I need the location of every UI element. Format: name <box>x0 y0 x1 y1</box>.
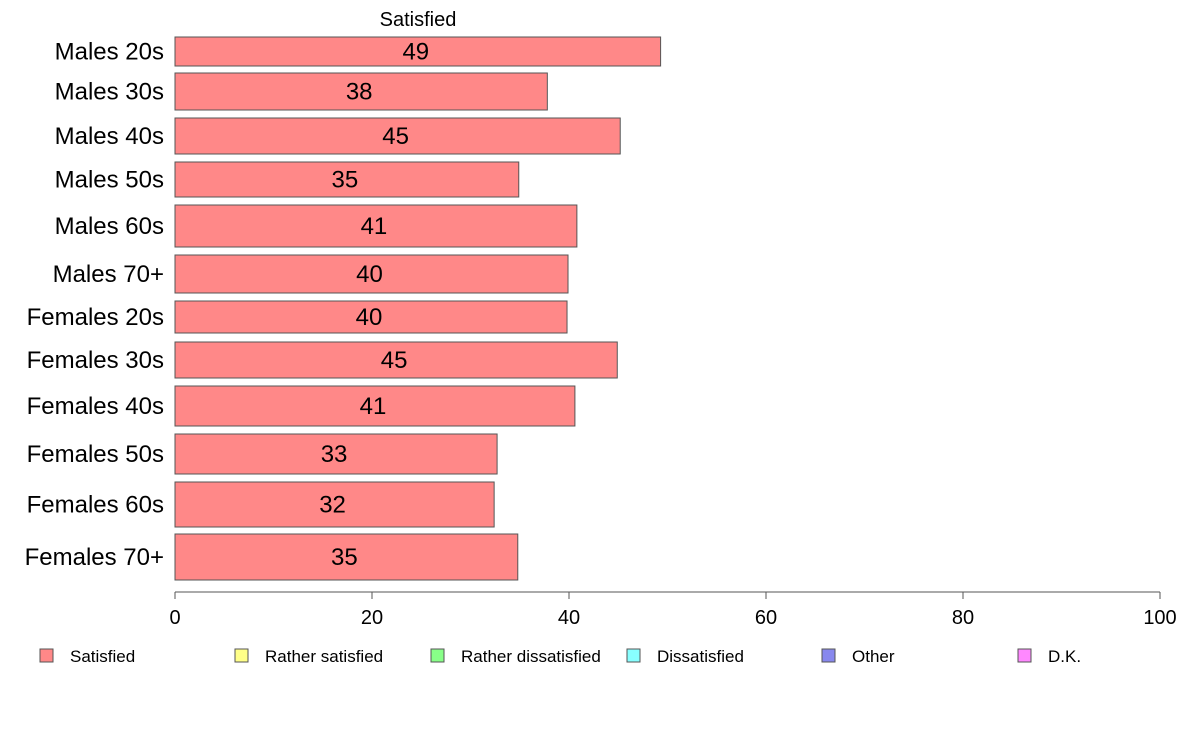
bar-value-label: 41 <box>361 213 388 240</box>
legend-label: Satisfied <box>70 647 135 666</box>
legend-swatch <box>430 648 445 663</box>
category-label: Males 20s <box>55 39 164 66</box>
bar <box>174 36 662 67</box>
category-label: Females 60s <box>27 492 164 519</box>
bar <box>174 117 621 155</box>
legend-label: Rather satisfied <box>265 647 383 666</box>
legend-swatch <box>821 648 836 663</box>
category-label: Females 30s <box>27 347 164 374</box>
bar <box>174 533 519 581</box>
x-tick-label: 60 <box>755 607 777 629</box>
category-label: Females 40s <box>27 393 164 420</box>
bar <box>174 72 548 111</box>
category-labels: Males 20s Males 30s Males 40s Males 50s Male… <box>25 39 164 572</box>
category-label: Females 20s <box>27 304 164 331</box>
bar-value-label: 40 <box>356 304 383 331</box>
category-label: Males 30s <box>55 79 164 106</box>
legend-swatch <box>626 648 641 663</box>
legend-label: Other <box>852 647 895 666</box>
bar-value-label: 41 <box>360 393 387 420</box>
category-label: Males 60s <box>55 213 164 240</box>
chart-title: Satisfied <box>380 9 457 31</box>
bar <box>174 300 568 334</box>
x-axis: 0 20 40 60 80 100 <box>169 591 1177 629</box>
bar <box>174 254 569 294</box>
bar <box>174 385 576 427</box>
category-label: Males 40s <box>55 123 164 150</box>
bar-value-label: 32 <box>319 492 346 519</box>
legend-label: D.K. <box>1048 647 1081 666</box>
legend-swatch <box>1017 648 1032 663</box>
bar-value-label: 45 <box>381 347 408 374</box>
bar-value-label: 33 <box>321 441 348 468</box>
bar <box>174 433 498 475</box>
bar-value-label: 40 <box>356 261 383 288</box>
legend: Satisfied Rather satisfied Rather dissatis… <box>39 647 1081 666</box>
x-tick-label: 0 <box>169 607 180 629</box>
bar <box>174 341 618 379</box>
bar-value-label: 35 <box>332 167 359 194</box>
x-tick-label: 100 <box>1143 607 1176 629</box>
legend-swatch <box>234 648 249 663</box>
bar-value-label: 35 <box>331 544 358 571</box>
legend-label: Dissatisfied <box>657 647 744 666</box>
category-label: Females 50s <box>27 441 164 468</box>
legend-swatch <box>39 648 54 663</box>
bar <box>174 204 578 248</box>
category-label: Males 70+ <box>53 261 164 288</box>
bar-value-label: 38 <box>346 79 373 106</box>
legend-label: Rather dissatisfied <box>461 647 601 666</box>
x-tick-label: 40 <box>558 607 580 629</box>
bar <box>174 161 520 198</box>
x-tick-label: 80 <box>952 607 974 629</box>
x-tick-label: 20 <box>361 607 383 629</box>
bar-value-label: 45 <box>382 123 409 150</box>
bar-value-label: 49 <box>402 39 429 66</box>
category-label: Males 50s <box>55 167 164 194</box>
category-label: Females 70+ <box>25 544 164 571</box>
bar <box>174 481 495 528</box>
